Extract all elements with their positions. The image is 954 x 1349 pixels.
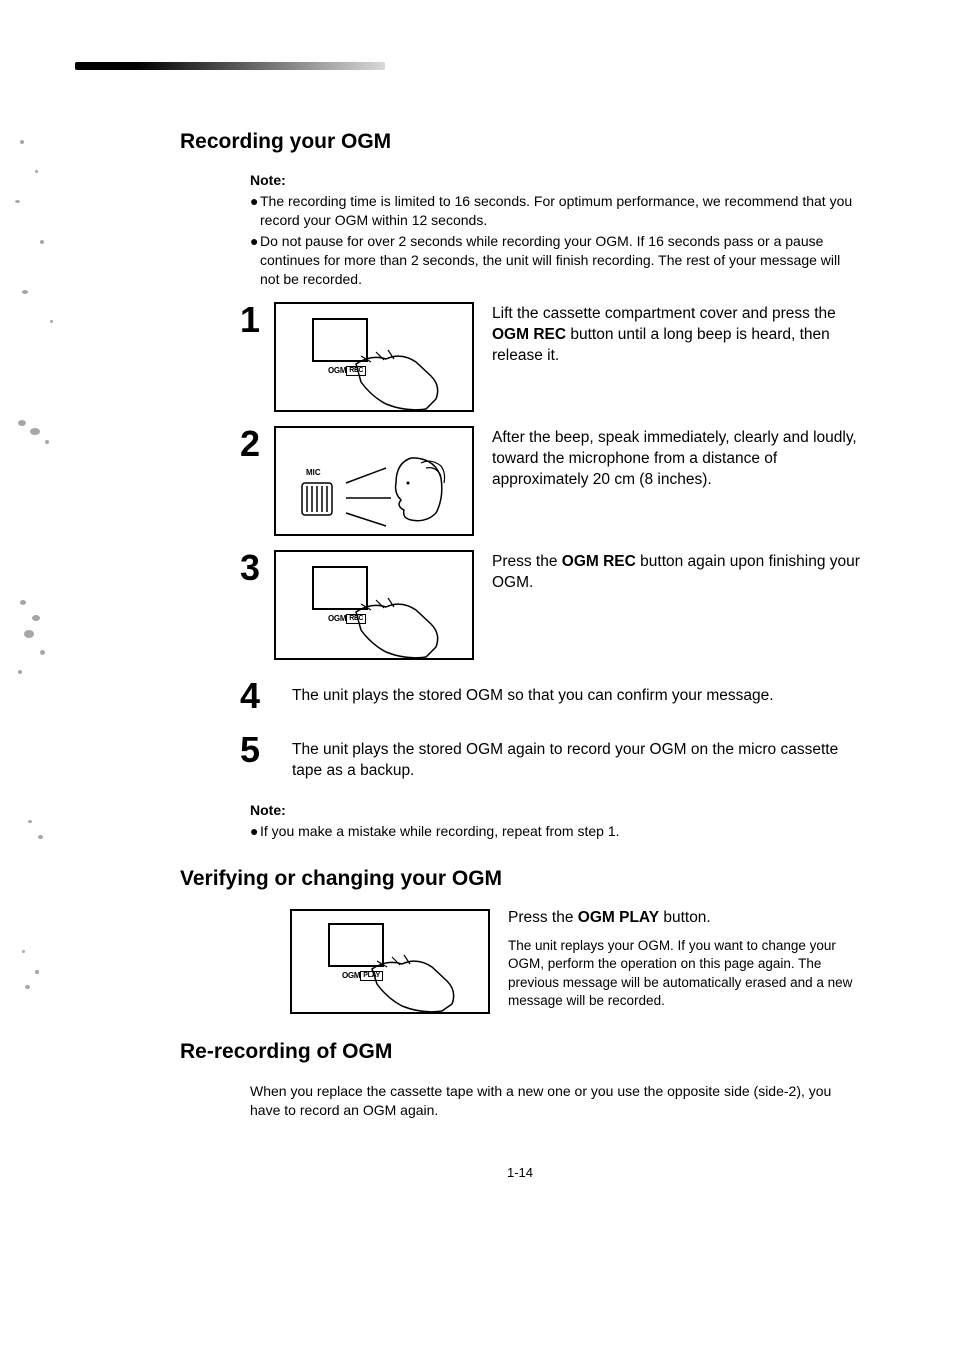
page-number: 1-14	[180, 1165, 860, 1180]
step-number: 3	[240, 550, 268, 586]
bullet-dot: ●	[250, 192, 260, 230]
note-bullet-1: ● The recording time is limited to 16 se…	[250, 192, 860, 230]
note-label-1: Note:	[250, 172, 860, 188]
lead-bold: OGM PLAY	[578, 909, 659, 926]
lead-post: button.	[659, 909, 711, 926]
verify-row: OGMPLAY Press the OGM PLAY button. The u…	[290, 909, 860, 1014]
heading-verifying: Verifying or changing your OGM	[180, 867, 860, 891]
step-3: 3 OGMREC Press the OGM REC button again …	[240, 550, 860, 660]
verify-lead: Press the OGM PLAY button.	[508, 909, 860, 927]
step-2-figure: MIC	[274, 426, 474, 536]
text-pre: After the beep, speak immediately, clear…	[492, 429, 857, 488]
note-text: The recording time is limited to 16 seco…	[260, 192, 860, 230]
page-content: Recording your OGM Note: ● The recording…	[180, 130, 860, 1120]
step-number: 2	[240, 426, 268, 462]
lead-pre: Press the	[508, 909, 578, 926]
note-label-2: Note:	[250, 802, 860, 818]
step-4-text: The unit plays the stored OGM so that yo…	[292, 678, 860, 707]
note2-text: If you make a mistake while recording, r…	[260, 822, 860, 841]
step-number: 1	[240, 302, 268, 338]
hand-press-icon	[276, 304, 476, 414]
step-1: 1 OGMREC Lift the cassette compartment c…	[240, 302, 860, 412]
note2-bullet: ● If you make a mistake while recording,…	[250, 822, 860, 841]
top-scan-smudge	[75, 62, 385, 70]
speak-mic-icon	[276, 428, 476, 538]
step-number: 5	[240, 732, 268, 768]
step-4: 4 The unit plays the stored OGM so that …	[240, 678, 860, 714]
hand-press-icon	[276, 552, 476, 662]
step-3-figure: OGMREC	[274, 550, 474, 660]
heading-recording: Recording your OGM	[180, 130, 860, 154]
bullet-dot: ●	[250, 232, 260, 289]
verify-figure: OGMPLAY	[290, 909, 490, 1014]
step-2: 2 MIC After the beep, speak immediately,…	[240, 426, 860, 536]
step-5: 5 The unit plays the stored OGM again to…	[240, 732, 860, 782]
step-1-text: Lift the cassette compartment cover and …	[492, 302, 860, 367]
scan-noise	[0, 0, 80, 1349]
step-number: 4	[240, 678, 268, 714]
text-pre: Lift the cassette compartment cover and …	[492, 305, 836, 322]
step-3-text: Press the OGM REC button again upon fini…	[492, 550, 860, 594]
heading-rerecording: Re-recording of OGM	[180, 1040, 860, 1064]
note-bullet-2: ● Do not pause for over 2 seconds while …	[250, 232, 860, 289]
step-5-text: The unit plays the stored OGM again to r…	[292, 732, 860, 782]
verify-text: Press the OGM PLAY button. The unit repl…	[508, 909, 860, 1010]
rerecording-body: When you replace the cassette tape with …	[250, 1082, 860, 1120]
text-bold: OGM REC	[492, 326, 566, 343]
text-pre: Press the	[492, 553, 562, 570]
note-text: Do not pause for over 2 seconds while re…	[260, 232, 860, 289]
verify-body: The unit replays your OGM. If you want t…	[508, 937, 860, 1010]
text-bold: OGM REC	[562, 553, 636, 570]
step-1-figure: OGMREC	[274, 302, 474, 412]
hand-press-icon	[292, 911, 492, 1016]
bullet-dot: ●	[250, 822, 260, 841]
step-2-text: After the beep, speak immediately, clear…	[492, 426, 860, 491]
